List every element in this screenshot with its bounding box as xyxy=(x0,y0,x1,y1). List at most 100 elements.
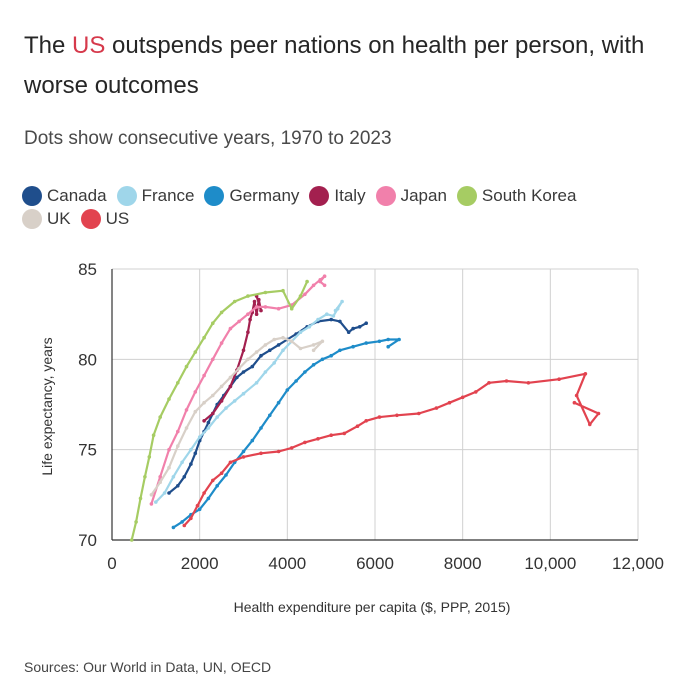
data-point-us xyxy=(504,379,509,383)
legend-swatch xyxy=(204,185,225,206)
data-point-us xyxy=(583,372,588,376)
series-line-italy xyxy=(203,295,263,422)
data-point-canada xyxy=(206,420,211,425)
data-point-uk xyxy=(298,346,303,351)
data-point-germany xyxy=(311,363,316,367)
data-point-uk xyxy=(202,400,206,405)
data-point-canada xyxy=(193,451,198,456)
title-pre: The xyxy=(24,32,73,59)
data-point-uk xyxy=(167,465,171,470)
data-point-canada xyxy=(235,375,239,380)
data-point-uk xyxy=(272,337,277,342)
data-point-south-korea xyxy=(176,381,180,385)
data-point-south-korea xyxy=(232,299,237,304)
data-point-us xyxy=(303,440,307,445)
data-point-south-korea xyxy=(193,350,198,354)
data-point-south-korea xyxy=(281,288,285,293)
title-highlight: US xyxy=(72,32,106,59)
data-point-uk xyxy=(184,426,189,430)
data-point-uk xyxy=(219,384,224,389)
data-point-south-korea xyxy=(305,279,309,284)
data-point-south-korea xyxy=(263,290,268,295)
data-point-us xyxy=(526,381,531,385)
data-point-south-korea xyxy=(129,538,134,542)
data-point-uk xyxy=(193,409,198,414)
data-point-france xyxy=(224,406,228,410)
data-point-us xyxy=(189,516,193,521)
x-tick-label: 12,000 xyxy=(612,554,664,573)
legend-swatch xyxy=(22,208,42,229)
legend-item-france: France xyxy=(116,184,195,207)
data-point-germany xyxy=(386,337,391,342)
data-point-canada xyxy=(351,326,355,331)
data-point-us xyxy=(316,437,320,441)
chart-title: The US outspends peer nations on health … xyxy=(24,26,684,106)
data-point-canada xyxy=(346,330,351,335)
data-point-south-korea xyxy=(151,433,156,438)
legend-label: UK xyxy=(47,209,71,228)
data-point-us xyxy=(202,491,206,495)
data-point-france xyxy=(316,317,320,322)
data-point-us xyxy=(289,446,294,450)
data-point-south-korea xyxy=(246,294,250,298)
data-point-south-korea xyxy=(219,310,224,315)
data-point-us xyxy=(588,422,592,427)
data-point-germany xyxy=(268,413,272,418)
data-point-france xyxy=(197,435,202,439)
data-point-japan xyxy=(322,283,327,288)
legend-item-germany: Germany xyxy=(204,184,299,207)
data-point-france xyxy=(254,381,259,385)
data-point-germany xyxy=(364,341,369,345)
data-point-italy xyxy=(254,312,259,317)
data-point-germany xyxy=(285,388,290,392)
y-tick-label: 75 xyxy=(78,441,97,460)
data-point-germany xyxy=(224,473,228,477)
data-point-germany xyxy=(276,400,281,405)
data-point-france xyxy=(263,370,268,374)
data-point-france xyxy=(331,314,336,318)
data-point-uk xyxy=(281,335,285,340)
data-point-south-korea xyxy=(167,397,171,401)
title-post: outspends peer nations on health per per… xyxy=(24,32,645,99)
data-point-south-korea xyxy=(147,455,152,459)
data-point-canada xyxy=(364,321,369,326)
data-point-us xyxy=(474,390,478,394)
data-point-germany xyxy=(171,525,176,530)
data-point-us xyxy=(329,433,334,438)
data-point-japan xyxy=(211,357,215,362)
data-point-canada xyxy=(189,462,193,466)
legend-item-canada: Canada xyxy=(22,184,107,207)
data-point-japan xyxy=(228,326,233,331)
source-note: Sources: Our World in Data, UN, OECD xyxy=(24,659,272,675)
data-point-south-korea xyxy=(298,294,303,298)
data-point-japan xyxy=(193,390,198,394)
data-point-italy xyxy=(246,330,250,335)
data-point-us xyxy=(241,455,246,459)
data-point-france xyxy=(232,399,237,403)
data-point-canada xyxy=(167,491,171,495)
data-point-uk xyxy=(211,393,215,398)
data-point-france xyxy=(171,475,176,479)
data-point-canada xyxy=(241,370,246,374)
legend-row: Canada France Germany Italy Japan South Korea xyxy=(22,184,682,207)
legend-swatch xyxy=(22,185,42,206)
data-point-japan xyxy=(303,292,307,297)
data-point-italy xyxy=(211,411,215,416)
data-point-us xyxy=(395,413,399,418)
data-point-us xyxy=(182,523,187,528)
data-point-uk xyxy=(311,343,316,347)
data-point-us xyxy=(447,400,452,405)
data-point-japan xyxy=(184,408,189,412)
data-point-uk xyxy=(289,339,294,344)
y-axis-label: Life expectancy, years xyxy=(39,337,55,475)
legend-label: France xyxy=(141,186,195,205)
data-point-us xyxy=(211,478,215,483)
data-point-canada xyxy=(176,484,180,488)
data-point-south-korea xyxy=(211,321,215,326)
data-point-south-korea xyxy=(138,496,143,501)
data-point-japan xyxy=(263,305,268,309)
data-point-france xyxy=(325,312,329,317)
data-point-france xyxy=(340,299,344,304)
data-point-italy xyxy=(241,348,246,353)
